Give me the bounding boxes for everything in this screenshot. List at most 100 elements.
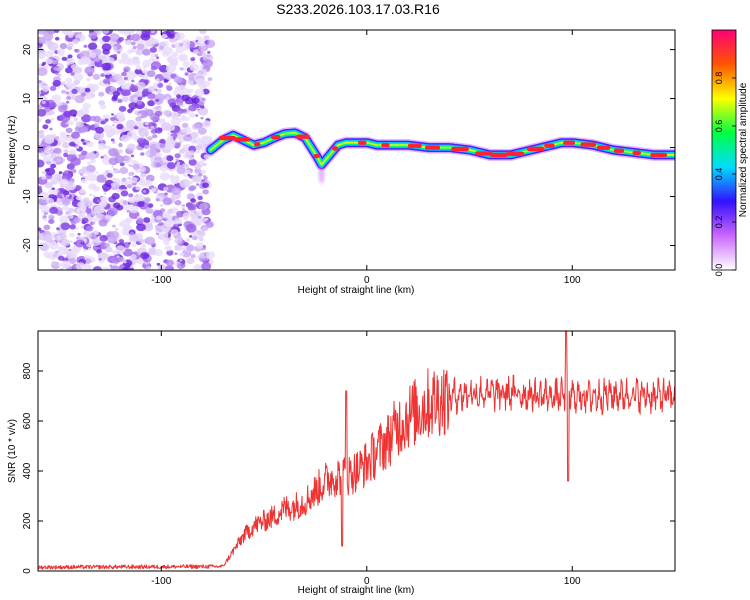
noise-blob — [188, 203, 197, 210]
noise-blob — [86, 77, 91, 82]
noise-blob — [188, 104, 197, 112]
noise-blob — [69, 224, 76, 230]
noise-blob — [185, 117, 190, 121]
noise-blob — [131, 243, 137, 248]
noise-blob — [100, 120, 106, 125]
noise-blob — [181, 94, 190, 102]
noise-blob — [207, 51, 211, 54]
noise-blob — [128, 242, 131, 245]
noise-blob — [85, 208, 92, 214]
noise-blob — [80, 92, 86, 97]
ridge-peak — [451, 146, 469, 152]
ridge-peak — [253, 142, 261, 147]
noise-blob — [100, 139, 104, 142]
noise-blob — [174, 237, 183, 244]
noise-blob — [112, 141, 116, 144]
noise-blob — [93, 131, 105, 140]
noise-blob — [72, 73, 84, 82]
noise-blob — [138, 238, 145, 244]
ridge-peak — [544, 143, 555, 148]
noise-blob — [51, 94, 61, 102]
noise-blob — [65, 77, 73, 83]
noise-blob — [154, 249, 164, 257]
noise-blob — [54, 136, 60, 140]
noise-blob — [71, 95, 77, 100]
noise-blob — [179, 252, 185, 257]
noise-blob — [131, 79, 135, 83]
noise-blob — [156, 56, 160, 59]
noise-blob — [167, 54, 178, 64]
noise-blob — [46, 30, 57, 35]
noise-blob — [181, 208, 185, 211]
noise-blob — [119, 167, 129, 174]
noise-blob — [144, 198, 150, 204]
noise-blob — [198, 203, 208, 211]
noise-blob — [174, 142, 181, 148]
noise-blob — [41, 175, 47, 180]
noise-blob — [122, 96, 129, 103]
spectrogram-y-tick-label: 10 — [22, 93, 33, 105]
noise-blob — [51, 261, 57, 266]
noise-blob — [185, 237, 191, 243]
noise-blob — [184, 47, 189, 51]
noise-blob — [174, 200, 182, 206]
noise-blob — [205, 251, 216, 259]
noise-blob — [111, 177, 116, 181]
noise-blob — [48, 241, 59, 250]
colorbar-ticks: 0.0 0.2 0.4 0.6 0.8 — [714, 72, 736, 276]
noise-blob — [178, 42, 184, 47]
noise-blob — [53, 147, 62, 154]
noise-blob — [174, 153, 181, 159]
noise-blob — [201, 169, 207, 174]
noise-blob — [157, 106, 162, 110]
noise-blob — [123, 76, 128, 81]
ridge-peak — [233, 137, 251, 142]
noise-blob — [73, 217, 81, 224]
noise-blob — [112, 124, 115, 127]
noise-blob — [38, 37, 46, 44]
noise-blob — [140, 243, 147, 249]
noise-blob — [114, 155, 125, 164]
noise-blob — [152, 134, 158, 139]
noise-blob — [140, 252, 150, 260]
noise-blob — [103, 192, 107, 195]
noise-blob — [191, 235, 198, 241]
noise-blob — [112, 94, 118, 100]
noise-blob — [118, 239, 125, 244]
ridge-peak — [218, 135, 236, 141]
noise-blob — [85, 225, 94, 232]
noise-blob — [104, 246, 113, 253]
noise-blob — [162, 211, 171, 219]
noise-blob — [53, 43, 58, 48]
noise-blob — [112, 224, 116, 228]
noise-blob — [164, 231, 169, 236]
spectrogram-x-label: Height of straight line (km) — [298, 285, 415, 296]
noise-blob — [147, 85, 156, 93]
noise-blob — [69, 232, 75, 238]
noise-blob — [72, 38, 79, 45]
noise-blob — [123, 30, 130, 36]
noise-blob — [98, 143, 107, 150]
noise-blob — [72, 114, 77, 117]
noise-blob — [127, 197, 136, 204]
noise-blob — [116, 123, 124, 130]
snr-frame — [37, 330, 676, 572]
noise-blob — [128, 193, 134, 198]
noise-blob — [38, 118, 42, 123]
noise-blob — [65, 87, 70, 90]
noise-blob — [88, 84, 92, 87]
noise-blob — [198, 172, 203, 177]
noise-blob — [41, 170, 47, 175]
snr-panel: -100 0 100 0 200 400 600 800 Height of straigh… — [7, 330, 676, 596]
noise-blob — [61, 89, 67, 94]
ridge-peak — [489, 152, 508, 158]
noise-blob — [86, 141, 94, 148]
noise-blob — [109, 264, 113, 268]
noise-blob — [179, 108, 183, 112]
noise-blob — [202, 59, 213, 68]
noise-blob — [38, 45, 41, 49]
noise-blob — [78, 168, 86, 175]
noise-blob — [84, 87, 91, 93]
ridge-peak — [563, 140, 576, 145]
